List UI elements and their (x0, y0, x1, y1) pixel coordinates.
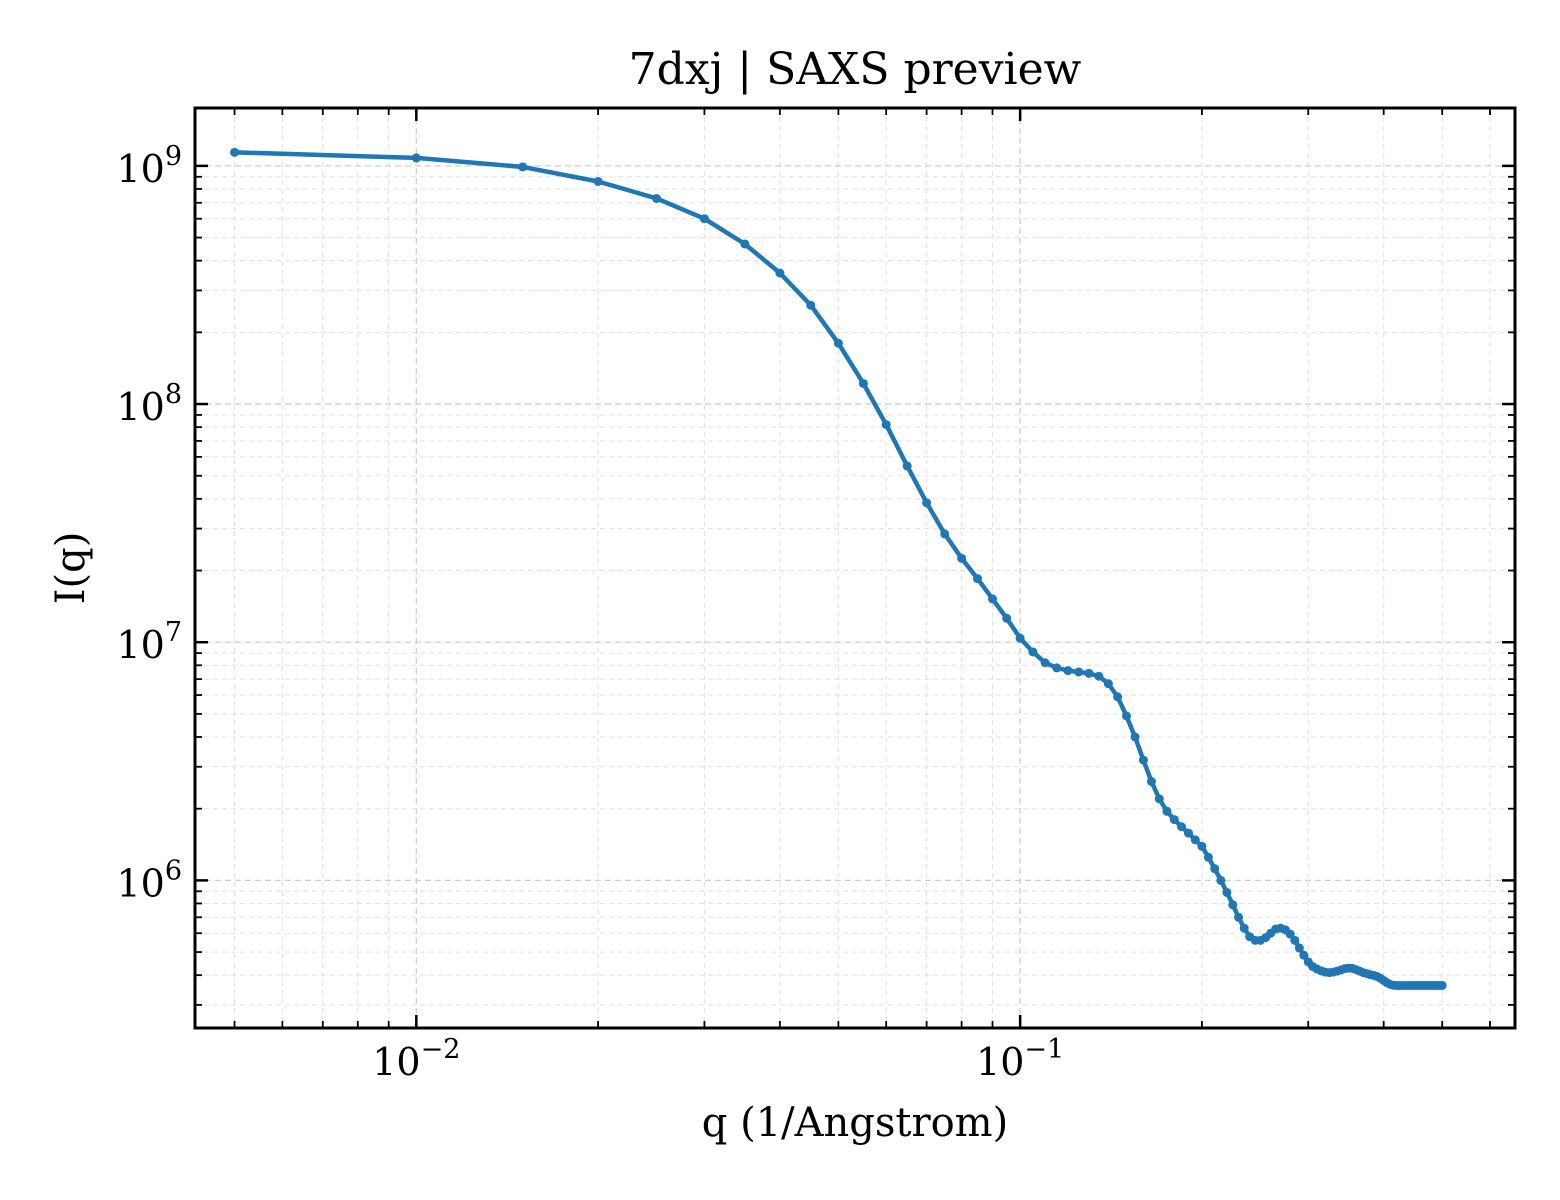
data-point (922, 498, 932, 508)
data-point (973, 574, 983, 584)
y-tick-label: 109 (116, 141, 182, 191)
data-point (1052, 663, 1062, 673)
data-point (411, 153, 421, 163)
data-point (1176, 822, 1186, 832)
data-point (1103, 679, 1113, 689)
data-point (1190, 835, 1200, 845)
data-point (230, 147, 240, 157)
data-point (881, 420, 891, 430)
data-point (1437, 980, 1447, 990)
x-tick-label: 10−2 (372, 1034, 460, 1084)
data-point (1169, 815, 1179, 825)
chart-title: 7dxj | SAXS preview (629, 44, 1082, 95)
data-point (1121, 711, 1131, 721)
data-point (1285, 929, 1295, 939)
plot-frame (193, 106, 1517, 1030)
data-point (1074, 667, 1084, 677)
data-point (940, 529, 950, 539)
data-point (593, 176, 603, 186)
data-point (1203, 852, 1213, 862)
data-series (230, 147, 1447, 990)
data-point (1138, 755, 1148, 765)
data-point (1299, 950, 1309, 960)
data-point (858, 378, 868, 388)
data-point (740, 239, 750, 249)
data-point (1130, 732, 1140, 742)
data-point (957, 553, 967, 563)
data-point (1290, 935, 1300, 945)
y-tick-label: 107 (116, 617, 182, 667)
data-point (1154, 794, 1164, 804)
data-point (1239, 923, 1249, 933)
y-tick-label: 106 (116, 855, 182, 905)
y-tick-labels: 106 107 108 109 (116, 141, 182, 906)
data-point (806, 300, 816, 310)
x-tick-label: 10−1 (976, 1034, 1064, 1084)
grid-lines (195, 108, 1515, 1028)
data-point (1015, 633, 1025, 643)
data-point (1294, 943, 1304, 953)
data-point (518, 162, 528, 172)
data-point (1216, 875, 1226, 885)
data-point (1234, 912, 1244, 922)
data-point (1084, 668, 1094, 678)
data-point (1063, 666, 1073, 676)
y-axis-label: I(q) (48, 532, 94, 605)
axis-ticks (195, 108, 1515, 1028)
data-point (1094, 671, 1104, 681)
data-point (775, 268, 785, 278)
data-point (1002, 613, 1012, 623)
data-point (1228, 900, 1238, 910)
data-point (699, 214, 709, 224)
data-point (652, 193, 662, 203)
data-point (1210, 864, 1220, 874)
data-point (1183, 828, 1193, 838)
data-point (1162, 806, 1172, 816)
data-point (1028, 647, 1038, 657)
data-point (1197, 841, 1207, 851)
y-tick-label: 108 (116, 379, 182, 429)
x-tick-labels: 10−2 10−1 (372, 1034, 1064, 1084)
data-point (988, 594, 998, 604)
data-point (833, 338, 843, 348)
data-point (1040, 658, 1050, 668)
data-point (902, 461, 912, 471)
data-point (1222, 887, 1232, 897)
data-point (1113, 692, 1123, 702)
x-axis-label: q (1/Angstrom) (702, 1100, 1008, 1146)
data-point (1146, 777, 1156, 787)
